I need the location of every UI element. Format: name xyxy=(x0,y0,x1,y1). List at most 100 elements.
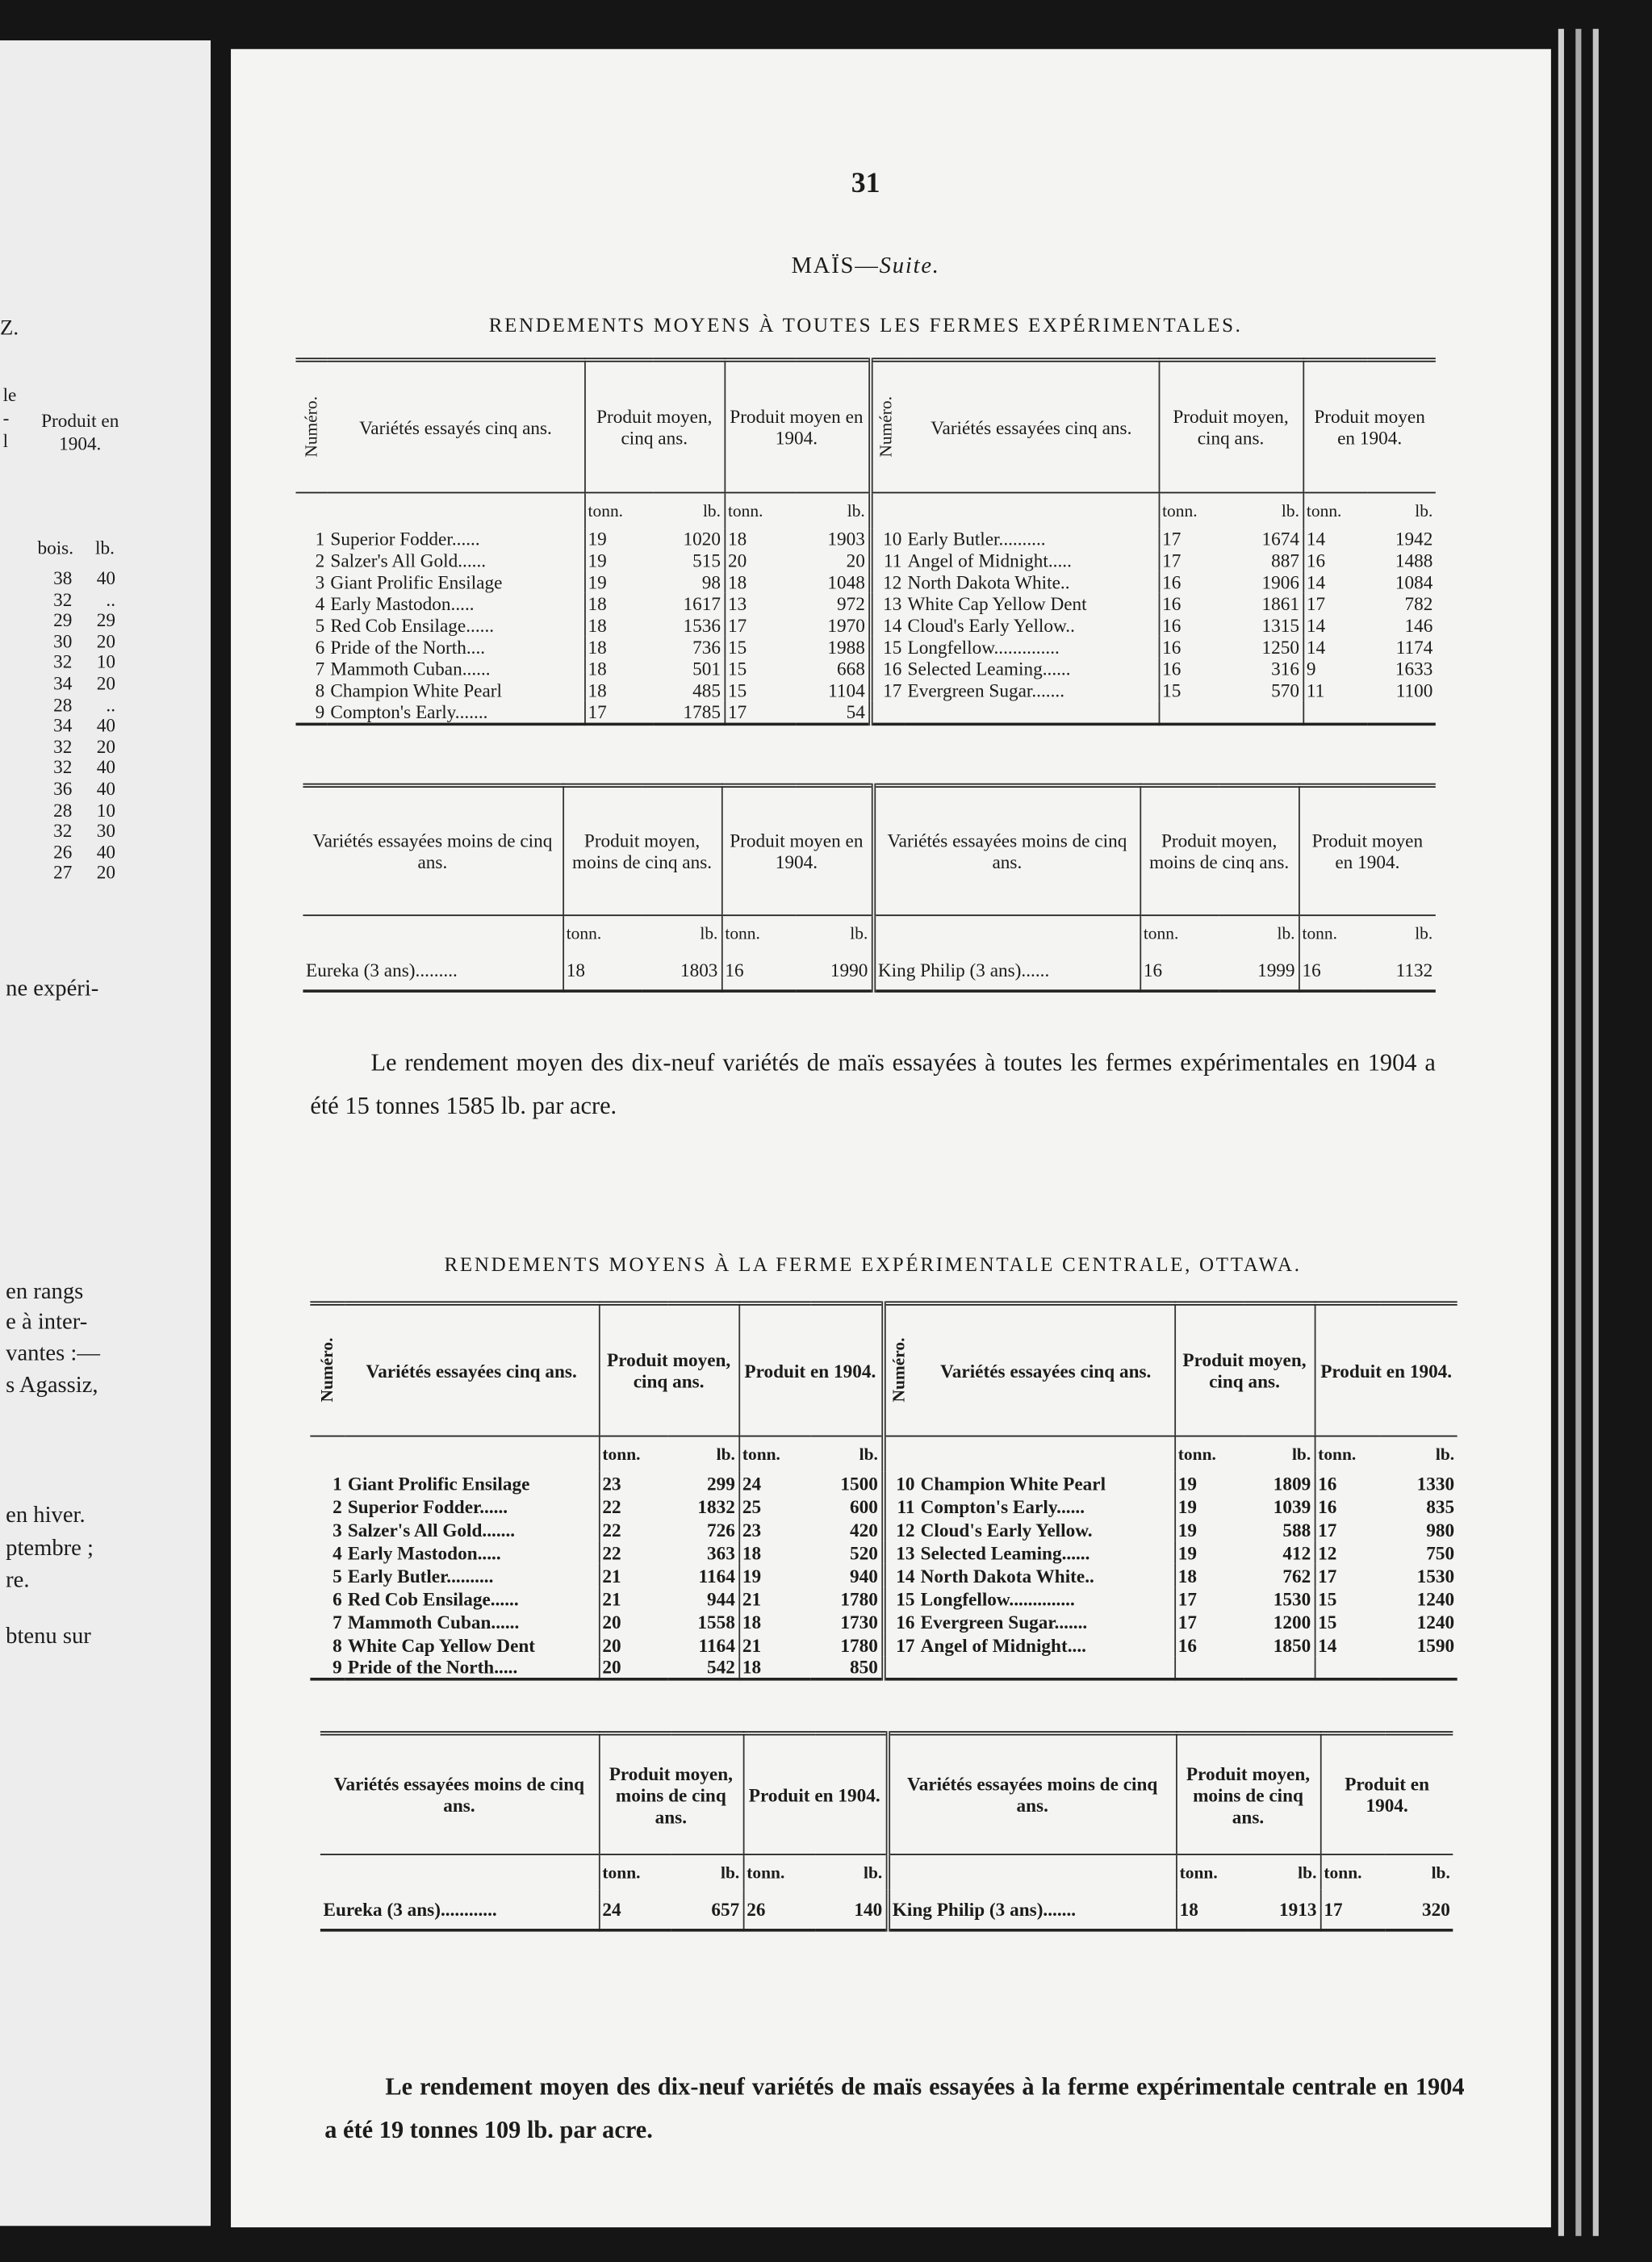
cell xyxy=(918,1436,1174,1472)
number: 13 xyxy=(868,592,905,615)
value: 21 xyxy=(738,1633,811,1657)
unit: lb. xyxy=(1281,500,1299,521)
year-header: Produit en 1904. xyxy=(1313,1303,1458,1437)
column-header: Produit en 1904. xyxy=(41,409,119,455)
text-fragment: en hiver. xyxy=(6,1503,86,1528)
data-row: 5 Early Butler.......... 21 1164 19 940 14 Nort… xyxy=(310,1563,1457,1587)
data-row: 8 White Cap Yellow Dent 20 1164 21 1780 17 Ange… xyxy=(310,1633,1457,1657)
value: 1780 xyxy=(840,1633,878,1656)
value: 1803 xyxy=(680,959,718,981)
value: 10 xyxy=(96,650,116,673)
year-header: Produit moyen en 1904. xyxy=(723,360,871,494)
value: 16 xyxy=(1157,636,1232,659)
value: 1530 xyxy=(1416,1564,1455,1587)
value: 1903 xyxy=(827,528,865,550)
value: 17 xyxy=(1173,1587,1244,1610)
number: 17 xyxy=(880,1633,918,1657)
unit: lb. xyxy=(1435,1443,1455,1464)
table-body: Numéro. Variétés essayés cinq ans. Produit… xyxy=(295,360,1436,725)
variety: Salzer's All Gold....... xyxy=(347,1518,516,1541)
value: 1164 xyxy=(698,1633,735,1656)
data-row: 4 Early Mastodon..... 18 1617 13 972 13 White C… xyxy=(295,592,1435,615)
value: 32 xyxy=(53,756,73,779)
value: 736 xyxy=(692,636,721,659)
value: 1617 xyxy=(683,592,721,615)
value: 21 xyxy=(598,1587,668,1610)
number: 11 xyxy=(880,1494,918,1518)
value: 1809 xyxy=(1273,1472,1311,1495)
value: 520 xyxy=(850,1541,878,1563)
variety: Early Butler.......... xyxy=(347,1564,494,1587)
unit: lb. xyxy=(1291,1443,1311,1464)
variety: White Cap Yellow Dent xyxy=(347,1633,536,1656)
value: 21 xyxy=(598,1563,668,1587)
text-fragment: btenu sur xyxy=(6,1624,91,1649)
value: 40 xyxy=(96,714,116,737)
value: 363 xyxy=(707,1541,735,1563)
value: 18 xyxy=(723,571,797,593)
data-table: Numéro. Variétés essayées cinq ans. Produi… xyxy=(310,1301,1458,1681)
value: 1240 xyxy=(1416,1587,1455,1610)
value xyxy=(1368,701,1436,725)
variety: North Dakota White.. xyxy=(920,1564,1094,1587)
number: 16 xyxy=(880,1609,918,1633)
value: 38 xyxy=(53,567,73,589)
value: 20 xyxy=(96,672,116,694)
value: 17 xyxy=(1313,1563,1381,1587)
value: 1861 xyxy=(1261,592,1299,615)
value: 1488 xyxy=(1395,550,1433,571)
value: 20 xyxy=(598,1656,668,1679)
data-row: 7 Mammoth Cuban...... 20 1558 18 1730 16 Evergr… xyxy=(310,1609,1457,1633)
unit: lb. xyxy=(1277,922,1295,943)
value: 30 xyxy=(96,819,116,842)
value: 146 xyxy=(1404,614,1433,637)
number-header: Numéro. xyxy=(870,360,905,493)
table-body: Variétés essayées moins de cinq ans. Prod… xyxy=(303,785,1436,992)
text-fragment: vantes :— xyxy=(6,1341,100,1366)
value xyxy=(1302,700,1368,725)
variety: Early Mastodon..... xyxy=(347,1541,501,1563)
value: 600 xyxy=(850,1495,878,1517)
unit: lb. xyxy=(94,536,115,558)
variety-header: Variétés essayés cinq ans. xyxy=(327,360,585,494)
page-number: 31 xyxy=(851,167,880,199)
number: 14 xyxy=(880,1563,918,1587)
cell xyxy=(868,492,905,529)
value: 1832 xyxy=(697,1495,735,1517)
section-title: RENDEMENTS MOYENS À TOUTES LES FERMES EX… xyxy=(488,316,1243,338)
value: 1590 xyxy=(1416,1633,1455,1656)
variety: Giant Prolific Ensilage xyxy=(347,1472,530,1495)
value: 26 xyxy=(53,840,73,863)
value: 29 xyxy=(53,608,73,631)
value: 515 xyxy=(692,550,721,571)
value: 19 xyxy=(1173,1541,1244,1564)
units-row: tonn. lb. tonn. lb. tonn. lb. tonn. lb. xyxy=(320,1854,1453,1890)
unit: tonn. xyxy=(738,1436,811,1472)
average-header: Produit moyen, moins de cinq ans. xyxy=(1175,1733,1320,1855)
value: 1730 xyxy=(840,1610,878,1633)
variety: Pride of the North..... xyxy=(347,1656,518,1678)
unit: tonn. xyxy=(598,1436,668,1472)
data-row: 1 Superior Fodder...... 19 1020 18 1903 10 Earl… xyxy=(295,528,1435,550)
value: 1104 xyxy=(828,679,865,701)
variety: Mammoth Cuban...... xyxy=(330,658,491,679)
value: 20 xyxy=(723,550,797,571)
data-row: Eureka (3 ans)............ 24 657 26 140 King… xyxy=(320,1889,1453,1930)
value: 1048 xyxy=(827,571,865,593)
unit: tonn. xyxy=(598,1854,671,1890)
value: 40 xyxy=(96,777,116,800)
value: 588 xyxy=(1282,1518,1311,1541)
value: 32 xyxy=(53,819,73,842)
unit: lb. xyxy=(847,500,865,521)
value: 944 xyxy=(707,1587,735,1610)
value: 16 xyxy=(1139,951,1219,992)
value: 18 xyxy=(583,592,654,615)
header-row: Numéro. Variétés essayés cinq ans. Produit… xyxy=(295,360,1436,494)
cell xyxy=(880,1436,918,1472)
number: 5 xyxy=(332,1564,342,1587)
value: 887 xyxy=(1271,550,1299,571)
value: 18 xyxy=(583,636,654,659)
value: 412 xyxy=(1282,1541,1311,1563)
text-fragment: - xyxy=(2,407,10,429)
unit: lb. xyxy=(1415,922,1433,943)
